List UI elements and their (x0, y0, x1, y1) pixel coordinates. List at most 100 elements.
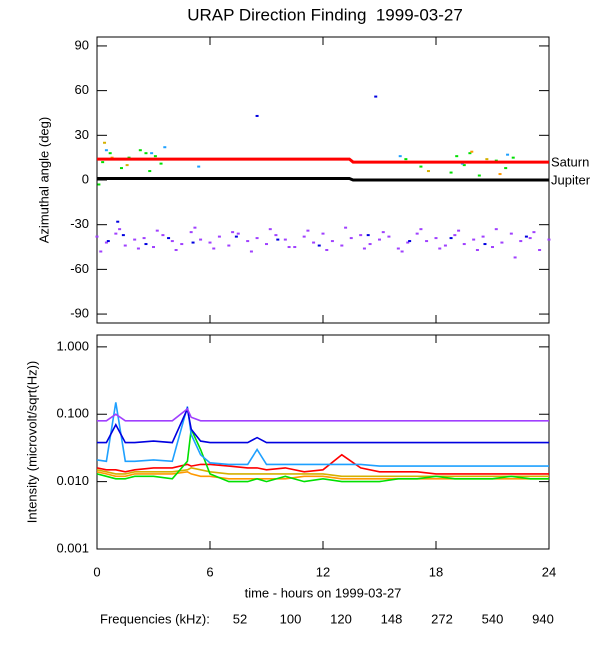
data-point (513, 256, 517, 259)
data-point (477, 174, 481, 177)
x-tick-label: 6 (206, 564, 213, 579)
data-point (116, 220, 120, 223)
series-label: Jupiter (551, 172, 591, 187)
legend-label: 120 (330, 611, 352, 626)
y-tick-label: 0 (82, 171, 89, 186)
data-point (197, 165, 201, 168)
x-tick-label: 12 (316, 564, 330, 579)
data-point (108, 152, 112, 155)
data-point (491, 246, 494, 249)
data-point (443, 244, 447, 247)
data-point (104, 149, 108, 152)
data-point (123, 244, 127, 247)
data-point (255, 114, 259, 117)
data-point (330, 240, 334, 243)
y-tick-label: 0.100 (56, 406, 89, 421)
data-point (265, 243, 268, 246)
data-point (321, 232, 325, 235)
legend-title: Frequencies (kHz): (100, 611, 210, 626)
data-point (481, 235, 485, 238)
x-tick-label: 0 (93, 564, 100, 579)
data-point (547, 238, 551, 241)
data-point (312, 241, 316, 244)
data-point (504, 167, 508, 170)
y-tick-label: -30 (70, 216, 89, 231)
x-axis-label: time - hours on 1999-03-27 (245, 585, 402, 600)
data-point (174, 249, 178, 252)
data-point (163, 146, 167, 149)
data-point (344, 226, 348, 229)
data-point (302, 235, 306, 238)
y-tick-label: 90 (75, 37, 89, 52)
data-point (509, 232, 513, 235)
data-point (462, 164, 466, 167)
data-point (148, 170, 152, 173)
x-tick-label: 18 (429, 564, 443, 579)
data-point (274, 234, 278, 237)
data-point (396, 247, 400, 250)
data-point (287, 246, 291, 249)
data-point (136, 247, 140, 250)
data-point (340, 244, 344, 247)
data-point (349, 237, 353, 240)
legend-label: 940 (532, 611, 554, 626)
data-point (317, 244, 321, 247)
data-point (144, 243, 148, 246)
data-point (97, 183, 101, 186)
series-line (96, 402, 549, 467)
data-point (425, 240, 429, 243)
data-point (470, 150, 474, 153)
data-point (404, 158, 408, 161)
data-point (153, 155, 157, 158)
data-point (462, 243, 466, 246)
data-point (104, 241, 108, 244)
data-point (101, 161, 105, 164)
data-point (180, 243, 184, 246)
data-point (359, 234, 363, 237)
data-point (475, 249, 479, 252)
data-point (208, 241, 212, 244)
series-line (96, 426, 549, 483)
y-tick-label: -90 (70, 306, 89, 321)
data-point (144, 152, 148, 155)
data-point (419, 165, 423, 168)
data-point (398, 155, 402, 158)
data-point (167, 237, 171, 240)
data-point (400, 250, 404, 253)
data-point (455, 155, 459, 158)
data-point (519, 240, 523, 243)
data-point (457, 229, 461, 232)
series-line (97, 406, 549, 444)
data-point (378, 238, 381, 241)
data-point (170, 240, 174, 243)
data-point (106, 240, 110, 243)
data-point (283, 238, 287, 241)
data-point (325, 249, 329, 252)
data-point (189, 231, 193, 234)
data-point (118, 228, 122, 231)
data-point (306, 229, 310, 232)
data-point (95, 235, 99, 238)
data-point (133, 238, 137, 241)
data-point (498, 173, 502, 176)
data-point (449, 171, 453, 174)
data-point (212, 247, 216, 250)
data-point (103, 141, 107, 144)
data-point (217, 235, 221, 238)
data-point (485, 158, 489, 161)
data-point (406, 241, 410, 244)
data-point (293, 246, 297, 249)
data-point (246, 240, 250, 243)
series-line (97, 177, 549, 182)
series-line (97, 407, 549, 422)
data-point (138, 149, 142, 152)
data-point (506, 153, 510, 156)
y-tick-label: 0.010 (56, 473, 89, 488)
legend-label: 100 (280, 611, 302, 626)
data-point (494, 228, 498, 231)
series-line (96, 453, 549, 475)
data-point (125, 164, 129, 167)
data-point (524, 235, 528, 238)
